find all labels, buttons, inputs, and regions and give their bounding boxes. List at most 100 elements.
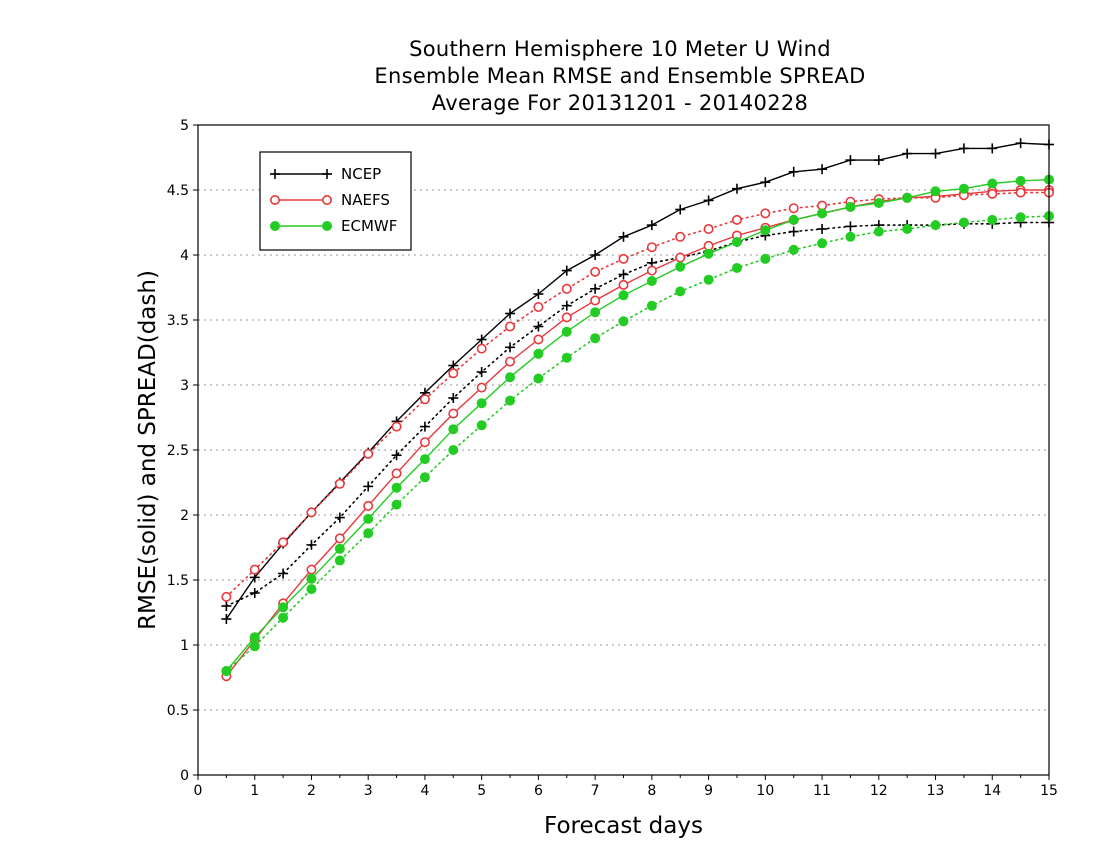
y-tick-label: 4 <box>180 248 189 264</box>
naefs-spread-point <box>306 507 317 518</box>
y-tick-label: 0.5 <box>167 703 189 719</box>
legend-marker <box>321 195 332 206</box>
naefs-rmse-point <box>476 382 487 393</box>
ecmwf-rmse-point <box>419 454 430 465</box>
ecmwf-rmse-point <box>930 186 941 197</box>
ecmwf-rmse-point <box>902 192 913 203</box>
ecmwf-rmse-point <box>448 424 459 435</box>
ncep-spread-point <box>533 321 544 332</box>
ncep-spread-point <box>505 342 516 353</box>
ecmwf-spread-point <box>788 244 799 255</box>
legend-box <box>259 151 412 251</box>
ncep-rmse-point <box>476 334 487 345</box>
ecmwf-spread-point <box>561 352 572 363</box>
x-tick-label: 7 <box>591 783 600 799</box>
naefs-spread-point <box>1015 187 1026 198</box>
ncep-rmse-point <box>1015 138 1026 149</box>
ecmwf-rmse-point <box>249 632 260 643</box>
ecmwf-rmse-point <box>703 248 714 259</box>
series-ecmwf <box>221 174 1054 676</box>
ecmwf-rmse-point <box>731 237 742 247</box>
x-tick-label: 1 <box>250 783 259 799</box>
ecmwf-spread-point <box>618 316 629 327</box>
naefs-spread-point <box>731 214 742 225</box>
ecmwf-rmse-point <box>334 543 345 554</box>
naefs-rmse-point <box>363 500 374 511</box>
ecmwf-rmse-point <box>1015 175 1026 186</box>
ecmwf-spread-point <box>760 253 771 264</box>
chart-title-line-2: Ensemble Mean RMSE and Ensemble SPREAD <box>374 64 866 88</box>
x-axis-label: Forecast days <box>544 813 703 839</box>
x-tick-label: 15 <box>1040 783 1058 799</box>
y-axis-label: RMSE(solid) and SPREAD(dash) <box>135 270 161 630</box>
x-tick-label: 3 <box>364 783 373 799</box>
naefs-spread-line <box>225 191 1050 598</box>
legend-label-ecmwf: ECMWF <box>341 217 397 235</box>
ecmwf-spread-point <box>731 263 742 273</box>
naefs-spread-point <box>249 564 260 575</box>
ncep-rmse-point <box>221 614 232 624</box>
naefs-spread-point <box>788 203 799 214</box>
ecmwf-spread-point <box>221 666 232 676</box>
legend-marker <box>270 169 280 179</box>
x-tick-label: 13 <box>927 783 945 799</box>
ncep-rmse-point <box>731 183 742 194</box>
ncep-rmse-point <box>561 265 572 276</box>
y-tick-label: 1 <box>180 638 189 654</box>
ecmwf-rmse-point <box>788 214 799 225</box>
chart-title-line-1: Southern Hemisphere 10 Meter U Wind <box>409 37 831 61</box>
naefs-spread-point <box>703 224 714 235</box>
ncep-spread-point <box>334 512 345 523</box>
axis-ticks: 00.511.522.533.544.550 1 2 3 4 5 6 7 8 9 10 11 12 13 1… <box>167 118 1058 799</box>
ecmwf-spread-point <box>675 286 686 297</box>
ncep-rmse-point <box>618 231 629 242</box>
ncep-rmse-point <box>675 204 686 215</box>
ecmwf-spread-point <box>419 472 430 483</box>
x-tick-label: 2 <box>307 783 316 799</box>
legend-marker <box>322 221 332 231</box>
y-tick-label: 3.5 <box>167 313 189 329</box>
naefs-spread-point <box>476 343 487 354</box>
x-tick-label: 14 <box>983 783 1001 799</box>
x-tick-label: 9 <box>704 783 713 799</box>
ecmwf-spread-line <box>225 215 1050 672</box>
ecmwf-spread-point <box>533 373 544 384</box>
chart-title: Southern Hemisphere 10 Meter U Wind Ense… <box>0 36 1100 117</box>
naefs-rmse-point <box>391 468 402 479</box>
naefs-spread-point <box>391 421 402 432</box>
legend-marker <box>269 195 280 206</box>
ecmwf-spread-point <box>817 238 828 249</box>
naefs-spread-point <box>590 266 601 277</box>
naefs-rmse-point <box>306 564 317 575</box>
ncep-rmse-point <box>902 148 913 159</box>
naefs-rmse-point <box>505 356 516 367</box>
ecmwf-spread-point <box>646 300 657 311</box>
legend: NCEP NAEFS ECMWF <box>259 151 412 251</box>
naefs-rmse-point <box>618 279 629 290</box>
legend-marker <box>270 221 280 231</box>
ecmwf-spread-point <box>902 224 913 234</box>
ecmwf-rmse-point <box>845 201 856 212</box>
naefs-rmse-point <box>419 437 430 448</box>
ecmwf-rmse-point <box>760 225 771 236</box>
ecmwf-spread-point <box>306 584 317 595</box>
x-tick-label: 12 <box>870 783 888 799</box>
ncep-rmse-point <box>703 195 714 206</box>
ecmwf-rmse-point <box>278 602 289 613</box>
ecmwf-spread-point <box>334 555 345 566</box>
ncep-spread-point <box>221 601 232 611</box>
ecmwf-rmse-point <box>533 348 544 359</box>
ecmwf-spread-point <box>448 445 459 455</box>
naefs-spread-point <box>334 478 345 489</box>
ecmwf-spread-point <box>703 274 714 285</box>
ecmwf-spread-point <box>363 528 374 539</box>
naefs-rmse-point <box>561 312 572 323</box>
naefs-spread-point <box>533 301 544 312</box>
ncep-spread-point <box>845 221 856 232</box>
ecmwf-rmse-point <box>391 482 402 493</box>
naefs-rmse-point <box>590 295 601 306</box>
legend-label-naefs: NAEFS <box>341 191 390 209</box>
ncep-rmse-point <box>505 308 516 319</box>
ecmwf-rmse-point <box>561 326 572 337</box>
